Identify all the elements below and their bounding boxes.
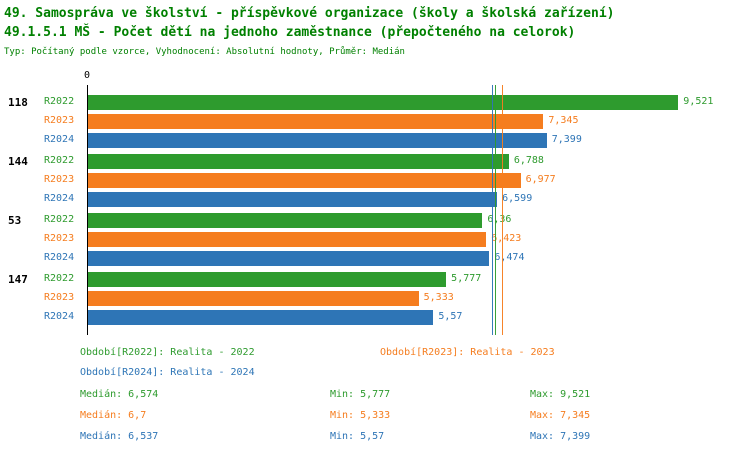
median-line-r2024 [492,85,494,335]
bar-value-label: 6,977 [525,174,556,185]
series-label-r2023: R2023 [44,115,75,126]
stat-max-r2023: Max: 7,345 [530,410,591,421]
bar-r2022[interactable] [88,272,447,287]
bar-value-label: 9,521 [683,96,714,107]
bar-rows: 118 R2022 9,521 R2023 7,345 R2024 7,399 144 R202… [0,93,750,329]
bar-row: 147 R2022 5,777 [0,270,750,289]
bar-value-label: 7,399 [551,134,582,145]
bar-value-label: 6,599 [502,193,533,204]
series-label-r2023: R2023 [44,174,75,185]
report-subtitle: Typ: Počítaný podle vzorce, Vyhodnocení:… [4,47,405,57]
series-label-r2024: R2024 [44,134,75,145]
group-label: 118 [8,96,28,109]
bar-group: 118 R2022 9,521 R2023 7,345 R2024 7,399 [0,93,750,150]
series-label-r2024: R2024 [44,252,75,263]
bar-row: R2024 6,599 [0,190,750,209]
bar-row: 118 R2022 9,521 [0,93,750,112]
bar-value-label: 5,57 [438,311,463,322]
stat-min-r2022: Min: 5,777 [330,389,391,400]
bar-r2023[interactable] [88,232,487,247]
bar-r2024[interactable] [88,192,498,207]
group-label: 144 [8,155,28,168]
stat-min-r2024: Min: 5,57 [330,431,385,442]
bar-group: 147 R2022 5,777 R2023 5,333 R2024 5,57 [0,270,750,327]
stat-max-r2024: Max: 7,399 [530,431,591,442]
median-line-r2023 [502,85,504,335]
bar-row: 144 R2022 6,788 [0,152,750,171]
bar-row: R2024 7,399 [0,131,750,150]
group-label: 147 [8,273,28,286]
bar-row: R2023 6,977 [0,171,750,190]
bar-r2023[interactable] [88,291,419,306]
bar-r2022[interactable] [88,154,509,169]
bar-group: 53 R2022 6,36 R2023 6,423 R2024 6,474 [0,211,750,268]
group-label: 53 [8,214,22,227]
series-label-r2022: R2022 [44,273,75,284]
report-title-line1: 49. Samospráva ve školství - příspěvkové… [4,6,615,21]
stat-min-r2023: Min: 5,333 [330,410,391,421]
bar-value-label: 6,474 [494,252,525,263]
series-label-r2022: R2022 [44,214,75,225]
bar-group: 144 R2022 6,788 R2023 6,977 R2024 6,599 [0,152,750,209]
bar-r2023[interactable] [88,173,521,188]
bar-value-label: 5,333 [423,292,454,303]
bar-row: R2024 5,57 [0,308,750,327]
bar-row: R2023 6,423 [0,230,750,249]
bar-row: R2024 6,474 [0,249,750,268]
stat-median-r2022: Medián: 6,574 [80,389,159,400]
legend-item-r2023: Období[R2023]: Realita - 2023 [380,347,555,358]
series-label-r2022: R2022 [44,155,75,166]
stat-median-r2023: Medián: 6,7 [80,410,147,421]
median-line-r2022 [494,85,496,335]
bar-row: R2023 5,333 [0,289,750,308]
bar-value-label: 6,36 [487,214,512,225]
bar-value-label: 7,345 [548,115,579,126]
bar-row: R2023 7,345 [0,112,750,131]
legend-item-r2024: Období[R2024]: Realita - 2024 [80,367,255,378]
series-label-r2023: R2023 [44,233,75,244]
bar-r2024[interactable] [88,133,547,148]
bar-value-label: 5,777 [451,273,482,284]
bar-value-label: 6,788 [513,155,544,166]
series-label-r2022: R2022 [44,96,75,107]
bar-r2022[interactable] [88,213,483,228]
series-label-r2023: R2023 [44,292,75,303]
report-title-line2: 49.1.5.1 MŠ - Počet dětí na jednoho zamě… [4,25,576,40]
stat-median-r2024: Medián: 6,537 [80,431,159,442]
series-label-r2024: R2024 [44,311,75,322]
y-axis-line [87,85,88,335]
bar-r2022[interactable] [88,95,679,110]
bar-r2024[interactable] [88,310,434,325]
bar-row: 53 R2022 6,36 [0,211,750,230]
plot-area: 118 R2022 9,521 R2023 7,345 R2024 7,399 144 R202… [0,85,750,335]
x-axis-zero-label: 0 [84,70,91,81]
series-label-r2024: R2024 [44,193,75,204]
bar-r2024[interactable] [88,251,490,266]
bar-value-label: 6,423 [491,233,522,244]
stat-max-r2022: Max: 9,521 [530,389,591,400]
bar-r2023[interactable] [88,114,544,129]
legend-item-r2022: Období[R2022]: Realita - 2022 [80,347,255,358]
